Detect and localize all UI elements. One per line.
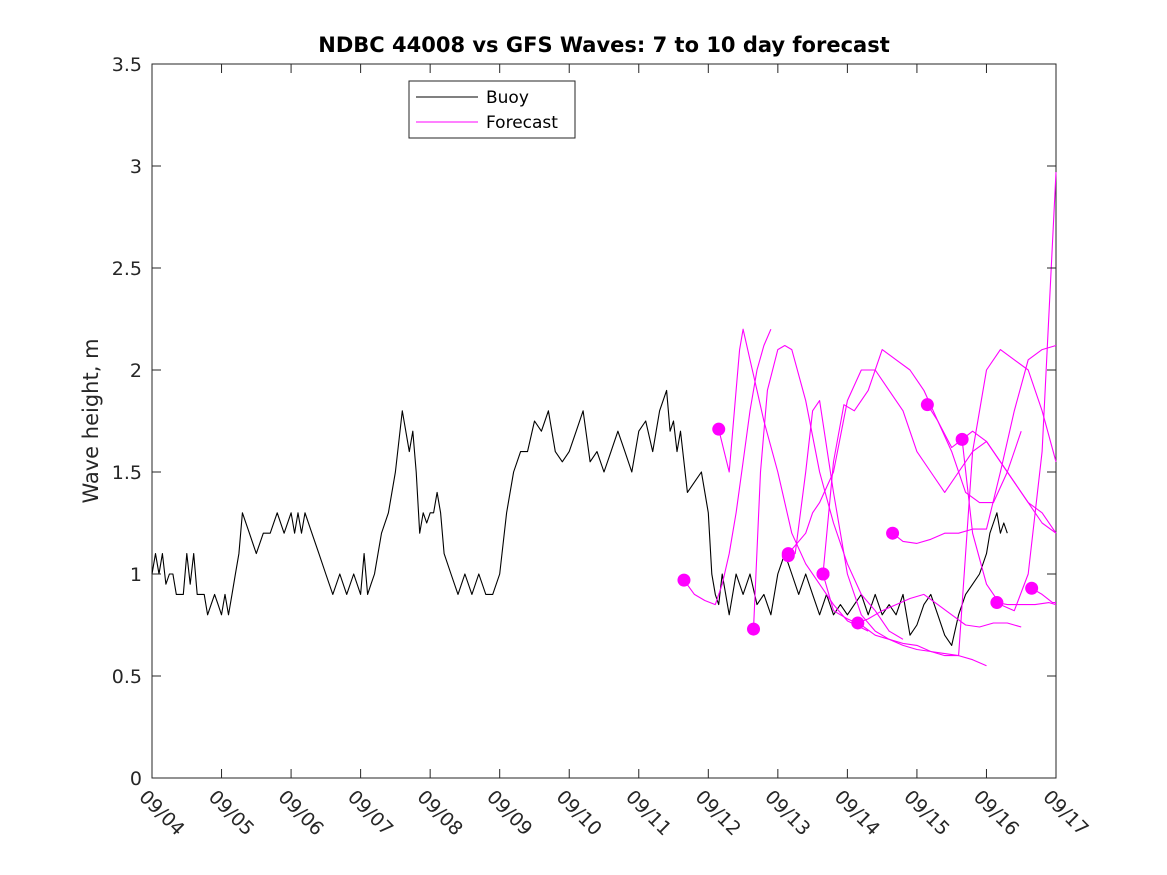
forecast-run-marker-9 xyxy=(886,526,900,540)
forecast-run-line-2 xyxy=(718,328,869,632)
forecast-run-line-1 xyxy=(683,328,772,606)
legend-box xyxy=(408,80,576,139)
forecast-run-marker-11 xyxy=(955,432,969,446)
forecast-run-line-3 xyxy=(752,344,904,640)
forecast-run-line-5 xyxy=(822,349,1022,575)
y-tick-label: 2 xyxy=(130,360,142,382)
chart-title: NDBC 44008 vs GFS Waves: 7 to 10 day for… xyxy=(318,33,889,57)
forecast-run-marker-2 xyxy=(712,422,726,436)
forecast-run-marker-6 xyxy=(781,547,795,561)
plot-area xyxy=(151,63,1057,779)
forecast-run-line-12 xyxy=(996,602,1057,606)
y-tick-label: 2.5 xyxy=(112,258,142,280)
axes-box xyxy=(151,63,1057,779)
y-tick-label: 3 xyxy=(130,156,142,178)
forecast-run-marker-8 xyxy=(851,616,865,630)
y-tick-label: 3.5 xyxy=(112,54,142,76)
y-tick-label: 0 xyxy=(130,768,142,790)
y-tick-label: 0.5 xyxy=(112,666,142,688)
buoy-series-line xyxy=(151,389,1008,646)
forecast-run-line-4 xyxy=(788,400,987,667)
forecast-run-marker-3 xyxy=(747,622,761,636)
y-tick-label: 1 xyxy=(130,564,142,586)
forecast-run-line-10 xyxy=(926,404,1057,534)
forecast-run-marker-12 xyxy=(990,596,1004,610)
y-tick-label: 1.5 xyxy=(112,462,142,484)
forecast-run-line-11 xyxy=(961,172,1057,612)
y-axis-label: Wave height, m xyxy=(79,338,103,503)
series-layer xyxy=(151,172,1057,667)
legend-label-buoy: Buoy xyxy=(486,88,529,108)
legend: Buoy Forecast xyxy=(408,80,576,139)
forecast-run-line-8 xyxy=(857,593,1022,628)
legend-label-forecast: Forecast xyxy=(486,113,558,133)
forecast-run-marker-10 xyxy=(920,398,934,412)
forecast-run-marker-1 xyxy=(677,573,691,587)
forecast-run-marker-13 xyxy=(1025,581,1039,595)
forecast-run-marker-7 xyxy=(816,567,830,581)
